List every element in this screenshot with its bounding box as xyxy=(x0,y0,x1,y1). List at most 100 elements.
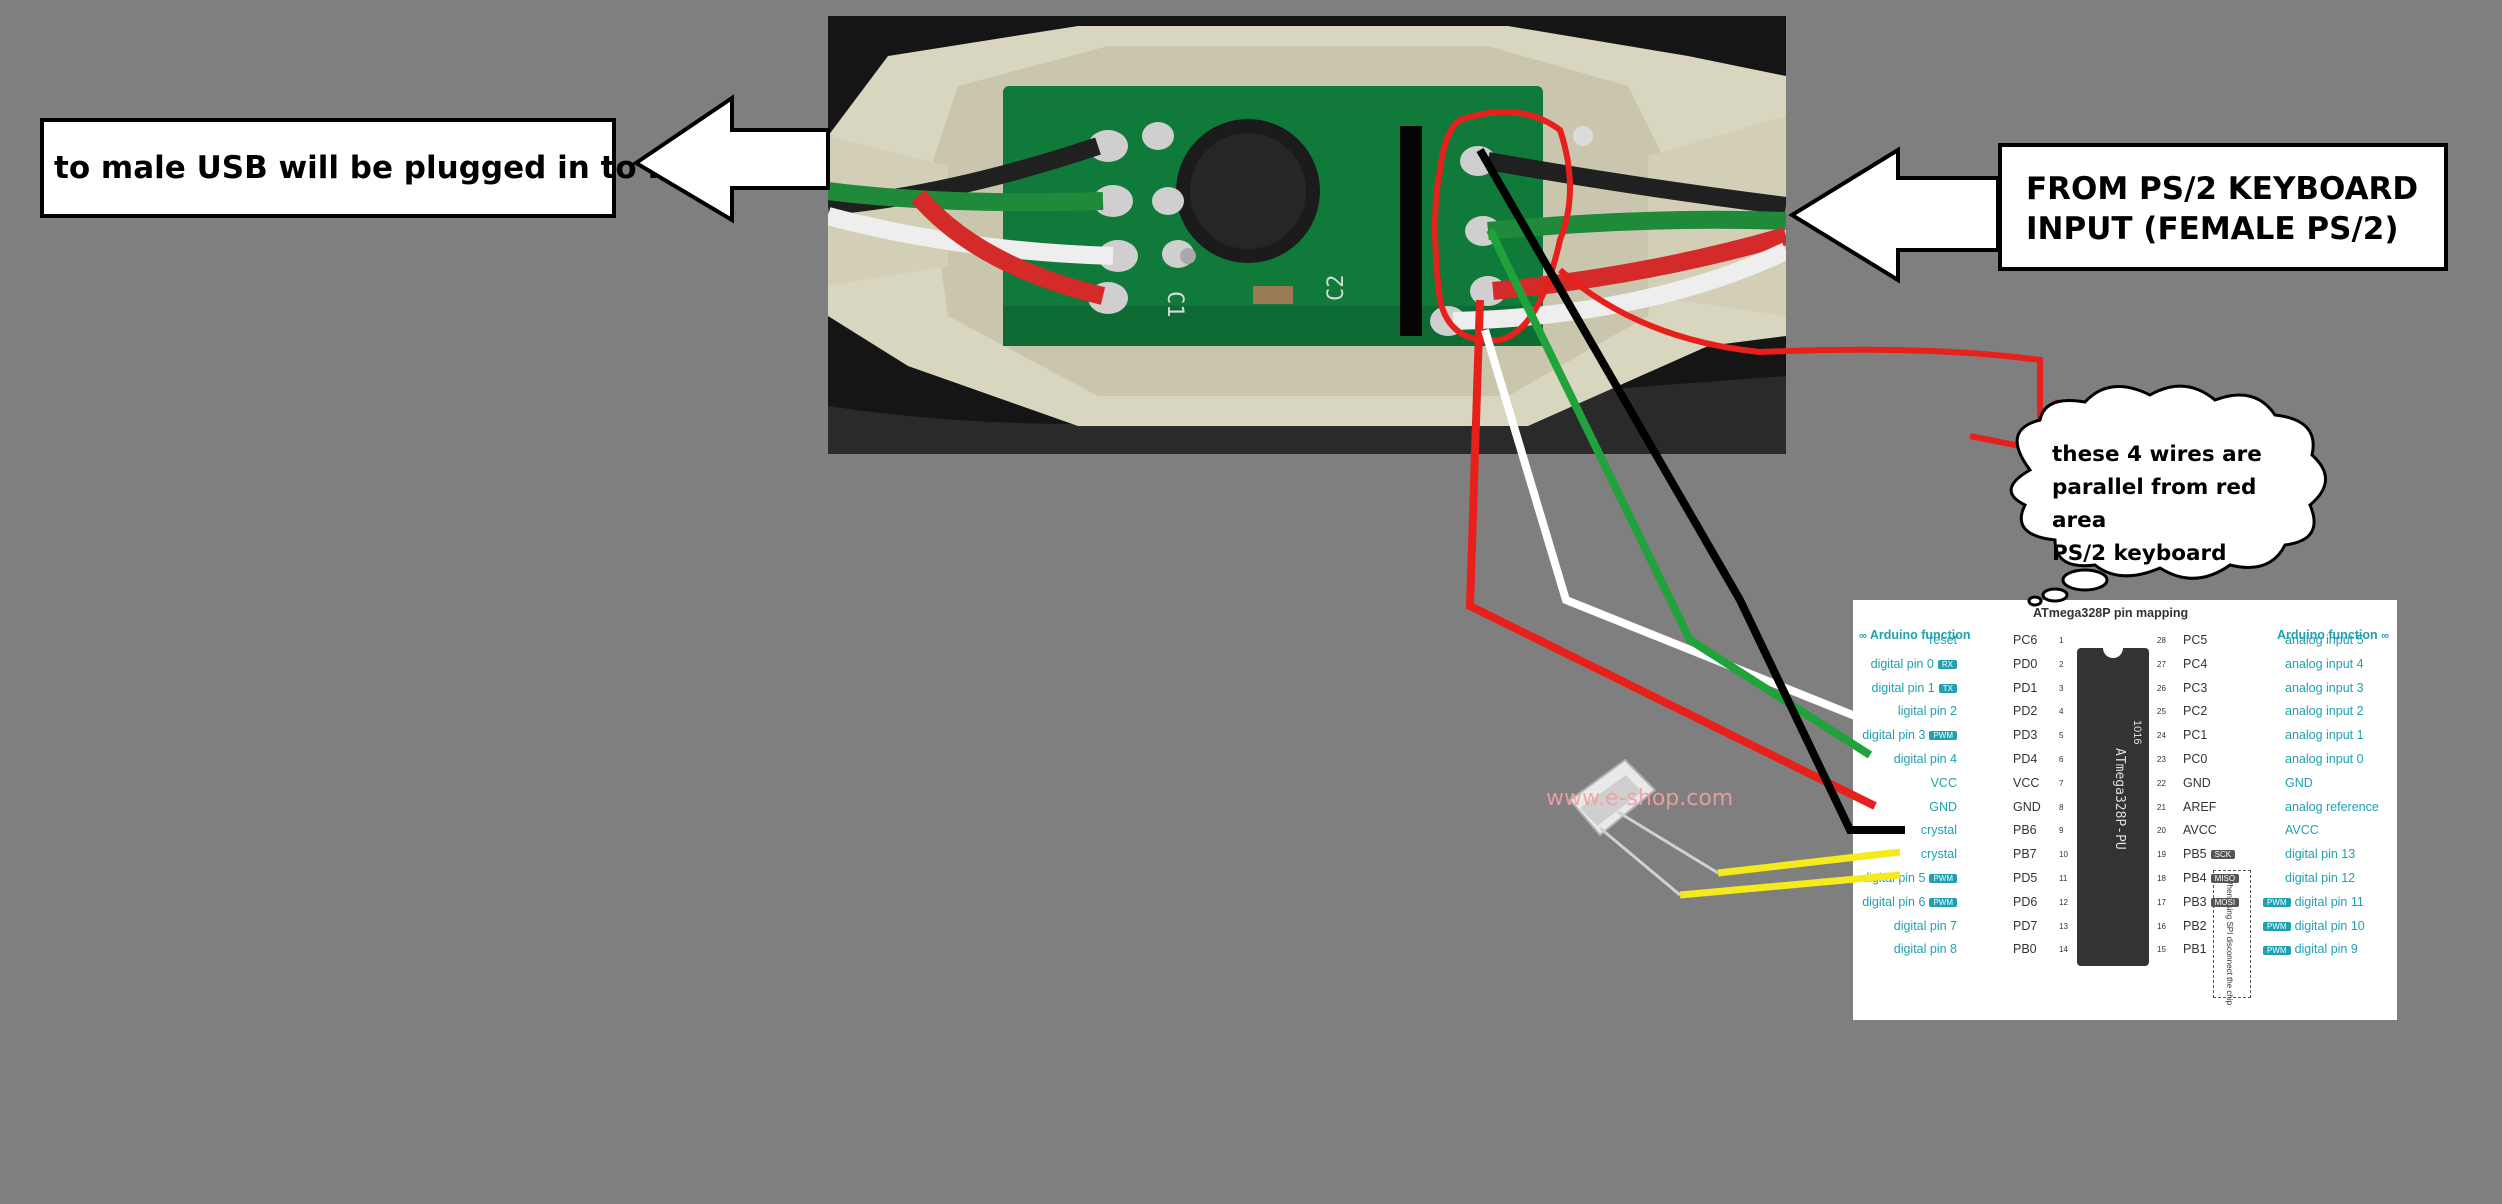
right-pin-function: PWM digital pin 11 xyxy=(2263,895,2364,909)
cloud-line-2: parallel from red area xyxy=(2052,475,2257,533)
right-pin-name: PB4 MISO xyxy=(2183,871,2240,885)
pin-badge: MOSI xyxy=(2210,898,2240,907)
left-pin-name: PB0 xyxy=(2013,942,2037,957)
ps2-label-line2: INPUT (FEMALE PS/2) xyxy=(2026,211,2399,247)
right-pin-name: AREF xyxy=(2183,800,2216,814)
pwm-badge: PWM xyxy=(2263,921,2291,931)
left-pin-function-text: crystal xyxy=(1920,823,1957,838)
adapter-photo-illustration: C1 C2 xyxy=(828,16,1786,454)
left-pin-name: PC6 xyxy=(2013,633,2038,647)
left-pin-function-text: digital pin 1 xyxy=(1871,680,1935,695)
cloud-text: these 4 wires are parallel from red area… xyxy=(2052,438,2312,570)
right-pin-function-text: digital pin 9 xyxy=(2294,942,2358,957)
right-pin-name: PB5 SCK xyxy=(2183,847,2236,862)
right-pin-function-text: analog input 4 xyxy=(2285,656,2364,671)
left-pin-function-text: VCC xyxy=(1930,775,1957,790)
left-pin-name: PD0 xyxy=(2013,656,2038,671)
right-pin-name-text: GND xyxy=(2183,775,2211,790)
ps2-label-box: FROM PS/2 KEYBOARD INPUT (FEMALE PS/2) xyxy=(1998,143,2448,271)
left-pin-number: 6 xyxy=(2059,755,2064,764)
right-pin-name: PC2 xyxy=(2183,704,2207,718)
left-pin-name: PD5 xyxy=(2013,871,2038,885)
right-pin-function: analog input 5 xyxy=(2263,633,2364,647)
pin-badge: TX xyxy=(1938,683,1957,693)
ic-notch xyxy=(2103,648,2123,658)
ic-chip-code: 1016 xyxy=(2131,720,2143,745)
left-pin-function-text: digital pin 8 xyxy=(1893,942,1957,957)
right-pin-name-text: PB1 xyxy=(2183,942,2207,957)
right-pin-name-text: PB2 xyxy=(2183,918,2207,933)
left-pin-function-text: digital pin 6 xyxy=(1862,894,1926,909)
usb-label-text: to male USB will be plugged in to PC xyxy=(54,150,693,186)
right-pin-function: AVCC xyxy=(2263,823,2319,837)
left-pin-function: digital pin 7 xyxy=(1853,919,1957,933)
right-pin-function: analog input 0 xyxy=(2263,752,2364,766)
left-pin-function-text: digital pin 3 xyxy=(1862,728,1926,743)
pin-badge: SCK xyxy=(2210,850,2236,860)
right-pin-name-text: AREF xyxy=(2183,799,2217,814)
left-pin-number: 7 xyxy=(2059,778,2064,788)
right-pin-function-text: digital pin 13 xyxy=(2285,847,2356,862)
left-pin-function-text: digital pin 0 xyxy=(1870,656,1934,671)
left-pin-function-text: ligital pin 2 xyxy=(1897,704,1957,719)
right-pin-number: 15 xyxy=(2157,945,2166,955)
right-pin-function: PWM digital pin 9 xyxy=(2263,942,2358,956)
spi-note-box: When using SPI disconnect the chip xyxy=(2213,870,2251,1005)
pinmap-right-header-text: Arduino function xyxy=(2277,628,2378,642)
left-pin-function: digital pin 4 xyxy=(1853,752,1957,766)
left-pin-function-text: GND xyxy=(1929,799,1957,814)
right-pin-function-text: GND xyxy=(2285,775,2313,790)
pin-badge: PWM xyxy=(1929,874,1957,884)
right-pin-name-text: PC4 xyxy=(2183,656,2208,671)
right-pin-name-text: PC0 xyxy=(2183,752,2208,766)
arrow-head-icon xyxy=(1969,398,2061,454)
left-pin-function: digital pin 1 TX xyxy=(1853,681,1957,695)
left-pin-number: 8 xyxy=(2059,802,2064,812)
right-pin-number: 21 xyxy=(2157,802,2166,812)
ic-chip-label: ATmega328P-PU xyxy=(2112,748,2127,850)
right-pin-function: analog input 3 xyxy=(2263,681,2364,695)
right-pin-name: PC1 xyxy=(2183,728,2207,742)
left-pin-name: VCC xyxy=(2013,775,2040,790)
left-pin-function-text: crystal xyxy=(1920,847,1957,862)
pin-badge: PWM xyxy=(1929,731,1957,741)
left-pin-function: digital pin 5 PWM xyxy=(1853,871,1957,885)
right-pin-name: PC5 xyxy=(2183,633,2207,647)
pinmap-title: ATmega328P pin mapping xyxy=(2033,606,2189,620)
left-pin-name: PB6 xyxy=(2013,823,2037,838)
right-pin-name-text: PC5 xyxy=(2183,633,2208,647)
right-pin-name: PC3 xyxy=(2183,681,2207,695)
right-pin-name: GND xyxy=(2183,776,2211,790)
right-pin-name-text: PC2 xyxy=(2183,704,2208,719)
usb-label-box: to male USB will be plugged in to PC xyxy=(40,118,693,218)
right-pin-number: 20 xyxy=(2157,826,2166,836)
left-pin-name: PD7 xyxy=(2013,918,2038,933)
pinmap-right-header: Arduino function ∞ xyxy=(2277,628,2389,642)
left-pin-function-text: digital pin 4 xyxy=(1893,752,1957,766)
right-pin-name: PB3 MOSI xyxy=(2183,895,2240,909)
left-pin-function: digital pin 6 PWM xyxy=(1853,895,1957,909)
right-pin-number: 23 xyxy=(2157,755,2166,764)
pcb-label-c2: C2 xyxy=(1324,275,1349,302)
right-pin-number: 17 xyxy=(2157,897,2166,907)
right-pin-function-text: digital pin 11 xyxy=(2294,894,2364,909)
pwm-badge: PWM xyxy=(2263,945,2291,955)
left-pin-function: digital pin 0 RX xyxy=(1853,657,1957,671)
ps2-label-line1: FROM PS/2 KEYBOARD xyxy=(2026,171,2419,207)
right-pin-number: 22 xyxy=(2157,778,2166,788)
left-pin-function-text: digital pin 5 xyxy=(1862,871,1926,885)
right-pin-name-text: PB5 xyxy=(2183,847,2207,862)
crystal-oscillator-icon xyxy=(1568,758,1719,897)
left-pin-name: GND xyxy=(2013,799,2041,814)
left-pin-number: 10 xyxy=(2059,850,2068,860)
left-pin-name: PB7 xyxy=(2013,847,2037,862)
right-pin-function-text: analog input 2 xyxy=(2285,704,2364,719)
left-pin-number: 2 xyxy=(2059,659,2064,669)
right-pin-function-text: digital pin 10 xyxy=(2294,918,2365,933)
pcb-label-c1: C1 xyxy=(1162,291,1187,318)
right-pin-number: 26 xyxy=(2157,683,2166,693)
right-pin-name-text: AVCC xyxy=(2183,823,2217,838)
left-pin-function-text: reset xyxy=(1929,633,1957,647)
right-pin-number: 27 xyxy=(2157,659,2166,669)
arrow-left-icon xyxy=(1788,146,2000,284)
